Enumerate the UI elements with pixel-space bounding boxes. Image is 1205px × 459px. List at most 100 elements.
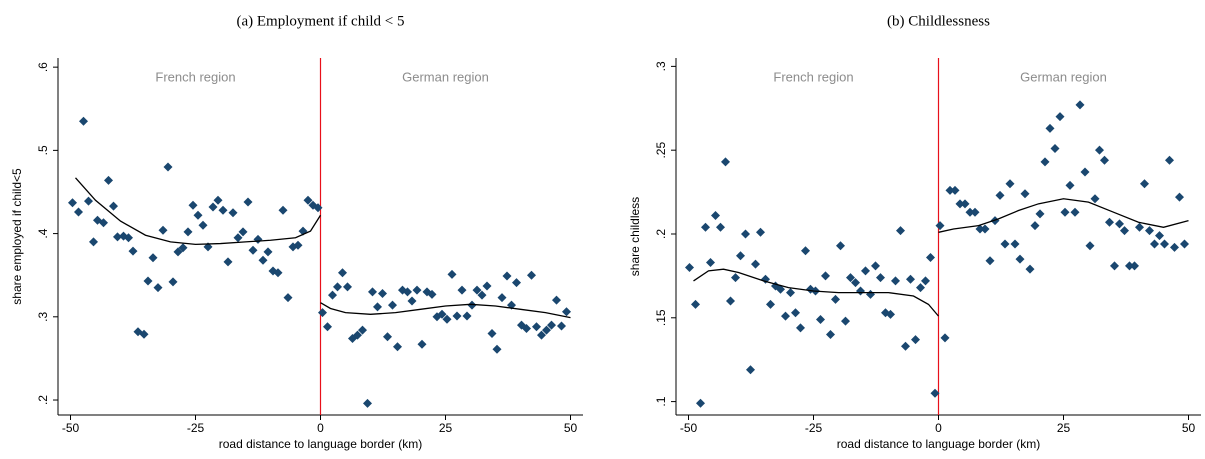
data-point	[950, 185, 960, 195]
data-point	[935, 221, 945, 231]
data-point	[841, 316, 850, 326]
data-point	[731, 273, 740, 283]
data-point	[447, 269, 457, 279]
y-tick-label: .2	[36, 395, 50, 405]
data-point	[1140, 179, 1149, 189]
data-point	[407, 296, 417, 306]
data-point	[109, 201, 118, 211]
data-point	[911, 335, 920, 345]
data-point	[153, 283, 163, 293]
data-point	[492, 344, 502, 354]
data-point	[158, 225, 168, 235]
data-point	[1080, 167, 1090, 177]
data-point	[1110, 261, 1119, 271]
data-point	[213, 195, 223, 205]
data-point	[148, 253, 158, 263]
data-point	[68, 198, 77, 208]
data-point	[502, 271, 512, 281]
y-tick-label: .2	[654, 229, 668, 239]
data-point	[965, 207, 975, 217]
data-point	[383, 332, 392, 342]
data-point	[706, 257, 715, 267]
data-point	[228, 208, 238, 218]
data-point	[442, 314, 452, 324]
data-point	[293, 240, 303, 250]
data-point	[552, 295, 561, 305]
data-point	[178, 243, 188, 253]
data-point	[208, 202, 218, 212]
y-tick-label: .4	[36, 228, 50, 238]
data-point	[233, 233, 243, 243]
y-axis-label: share employed if child<5	[10, 168, 24, 305]
x-tick-label: 25	[1057, 421, 1071, 435]
data-point	[537, 330, 546, 340]
data-point	[726, 296, 735, 306]
data-point	[876, 273, 885, 283]
x-tick-label: -50	[62, 421, 80, 435]
data-point	[318, 308, 327, 318]
data-point	[188, 200, 198, 210]
data-point	[816, 314, 825, 324]
data-point	[866, 289, 875, 299]
data-point	[1065, 180, 1075, 190]
data-point	[557, 321, 566, 331]
x-tick-label: -25	[805, 421, 823, 435]
data-point	[183, 227, 193, 237]
data-point	[1145, 226, 1154, 236]
y-tick-label: .1	[654, 396, 668, 406]
data-point	[462, 311, 472, 321]
fit-line	[320, 302, 571, 319]
data-point	[1155, 231, 1164, 241]
data-point	[741, 229, 750, 239]
panel-title: (a) Employment if child < 5	[236, 13, 404, 29]
x-tick-label: 50	[1182, 421, 1196, 435]
data-point	[427, 289, 437, 299]
data-point	[1025, 264, 1035, 274]
data-point	[487, 328, 497, 338]
data-point	[253, 234, 263, 244]
data-point	[781, 311, 790, 321]
x-tick-label: 50	[564, 421, 578, 435]
data-point	[1130, 261, 1139, 271]
data-point	[104, 175, 113, 185]
data-point	[89, 237, 98, 247]
data-point	[1005, 179, 1015, 189]
data-point	[198, 220, 208, 230]
data-point	[685, 263, 694, 273]
data-point	[193, 210, 203, 220]
data-point	[403, 287, 412, 297]
data-point	[1170, 242, 1179, 252]
data-point	[721, 157, 730, 167]
y-tick-label: .5	[36, 145, 50, 155]
data-point	[113, 232, 122, 242]
data-point	[467, 300, 477, 310]
data-point	[955, 199, 965, 209]
data-point	[751, 259, 760, 269]
data-point	[1045, 123, 1055, 133]
data-point	[343, 282, 352, 292]
data-point	[323, 322, 332, 332]
data-point	[906, 274, 915, 284]
data-point	[218, 205, 228, 215]
data-point	[393, 342, 402, 352]
data-point	[1150, 239, 1159, 249]
data-point	[99, 218, 108, 228]
data-point	[338, 268, 347, 278]
data-point	[562, 307, 571, 317]
data-point	[452, 311, 462, 321]
data-point	[84, 196, 93, 206]
data-point	[79, 116, 88, 126]
data-point	[1055, 112, 1065, 122]
data-point	[945, 185, 955, 195]
data-point	[163, 162, 173, 172]
data-point	[896, 226, 905, 236]
data-point	[378, 289, 387, 299]
data-point	[696, 398, 705, 408]
data-point	[278, 205, 288, 215]
data-point	[173, 247, 183, 257]
data-point	[1050, 144, 1060, 154]
y-tick-label: .15	[654, 309, 668, 326]
data-point	[74, 207, 83, 217]
data-point	[1035, 209, 1045, 219]
data-point	[243, 197, 253, 207]
